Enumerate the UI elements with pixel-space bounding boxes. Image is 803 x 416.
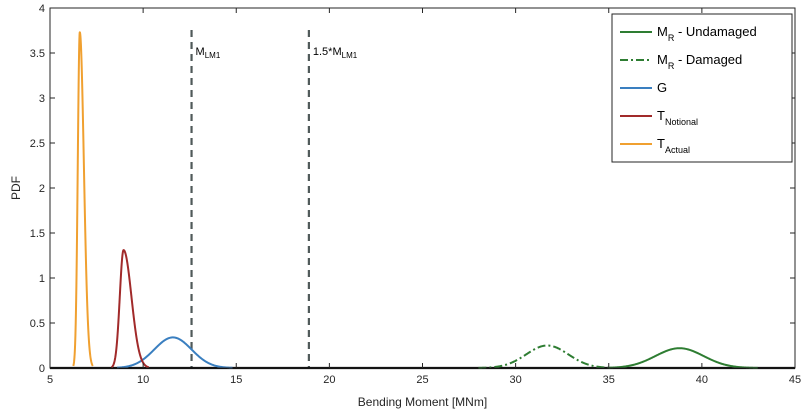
y-tick-label: 0 xyxy=(39,363,45,375)
y-tick-label: 4 xyxy=(39,3,45,15)
series-line-2 xyxy=(477,344,610,369)
y-tick-label: 2 xyxy=(39,183,45,195)
x-tick-label: 35 xyxy=(603,374,615,386)
legend: MR - Undamaged MR - Damaged G TNotional TAct… xyxy=(611,13,793,163)
x-tick-label: 5 xyxy=(47,374,53,386)
legend-label-1: MR - Undamaged xyxy=(657,24,757,43)
y-tick-label: 2.5 xyxy=(30,138,45,150)
legend-label-3: G xyxy=(657,80,667,95)
legend-label-5: TActual xyxy=(657,136,690,155)
x-axis-label: Bending Moment [MNm] xyxy=(358,395,487,409)
series-line-4 xyxy=(110,249,150,369)
y-tick-label: 1 xyxy=(39,273,45,285)
series-line-3 xyxy=(116,336,234,369)
axes: 5 10 15 20 25 30 35 40 45 0 0.5 1 1.5 2 2.5 3 3.5 4 xyxy=(30,3,801,386)
y-axis-label: PDF xyxy=(9,176,23,200)
y-tick-label: 3 xyxy=(39,93,45,105)
x-tick-label: 25 xyxy=(416,374,428,386)
reference-lines: MLM1 1.5*MLM1 xyxy=(190,30,358,368)
legend-label-4: TNotional xyxy=(657,108,698,127)
y-tick-label: 3.5 xyxy=(30,48,45,60)
series-line-5 xyxy=(72,31,94,367)
y-tick-label: 0.5 xyxy=(30,318,45,330)
reference-line-label-2: 1.5*MLM1 xyxy=(313,46,358,60)
x-tick-label: 30 xyxy=(510,374,522,386)
x-tick-label: 40 xyxy=(696,374,708,386)
legend-label-2: MR - Damaged xyxy=(657,52,742,71)
x-tick-label: 20 xyxy=(323,374,335,386)
x-tick-label: 10 xyxy=(137,374,149,386)
reference-line-label-1: MLM1 xyxy=(196,46,221,60)
series-line-1 xyxy=(608,347,759,369)
y-tick-label: 1.5 xyxy=(30,228,45,240)
x-tick-label: 15 xyxy=(230,374,242,386)
x-tick-label: 45 xyxy=(789,374,801,386)
